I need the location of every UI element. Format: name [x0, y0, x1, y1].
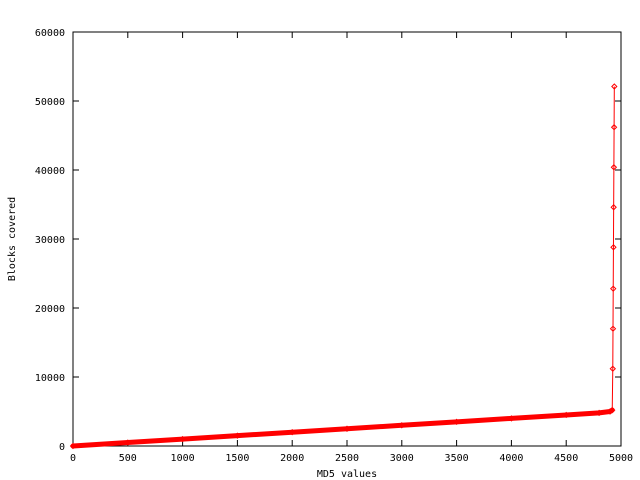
series-group: [69, 83, 618, 450]
y-axis-label: Blocks covered: [7, 197, 18, 281]
series-line: [72, 86, 615, 447]
data-point: [508, 415, 515, 422]
x-tick-label: 0: [70, 453, 76, 464]
y-tick-label: 40000: [35, 166, 65, 177]
x-tick-label: 3500: [445, 453, 469, 464]
data-point: [288, 428, 296, 436]
data-point: [610, 204, 617, 211]
y-tick-label: 0: [59, 442, 65, 453]
x-axis-ticks: 0 500 1000 1500 2000 2500 3000 3500 4000 4500 5000: [70, 32, 633, 464]
x-tick-label: 1000: [171, 453, 195, 464]
data-point: [69, 442, 77, 450]
data-point: [609, 406, 616, 414]
data-point: [453, 418, 460, 426]
y-tick-label: 50000: [35, 97, 65, 108]
data-point: [343, 425, 351, 432]
data-point: [610, 124, 618, 131]
data-point: [124, 439, 132, 446]
data-point: [398, 422, 406, 429]
data-point: [609, 325, 617, 332]
series-dense-band: [70, 407, 615, 449]
data-point: [234, 432, 241, 439]
y-tick-label: 10000: [35, 373, 65, 384]
x-tick-label: 4500: [554, 453, 578, 464]
data-point: [179, 435, 186, 443]
plot-frame: [72, 31, 622, 447]
x-axis-label: MD5 values: [317, 469, 377, 480]
x-tick-label: 500: [119, 453, 137, 464]
x-tick-label: 4000: [499, 453, 523, 464]
data-point: [610, 244, 617, 251]
y-tick-label: 20000: [35, 304, 65, 315]
data-point: [609, 365, 616, 372]
x-tick-label: 1500: [225, 453, 249, 464]
data-point: [606, 408, 614, 415]
data-point: [595, 409, 603, 417]
data-point: [611, 83, 618, 90]
data-point: [610, 164, 618, 171]
data-point: [610, 285, 617, 292]
data-point: [562, 411, 570, 419]
x-tick-label: 5000: [609, 453, 633, 464]
y-axis-ticks: 0 10000 20000 30000 40000 50000 60000: [35, 28, 621, 453]
y-tick-label: 30000: [35, 235, 65, 246]
x-tick-label: 3000: [390, 453, 414, 464]
x-tick-label: 2500: [335, 453, 359, 464]
x-tick-label: 2000: [280, 453, 304, 464]
y-tick-label: 60000: [35, 28, 65, 39]
